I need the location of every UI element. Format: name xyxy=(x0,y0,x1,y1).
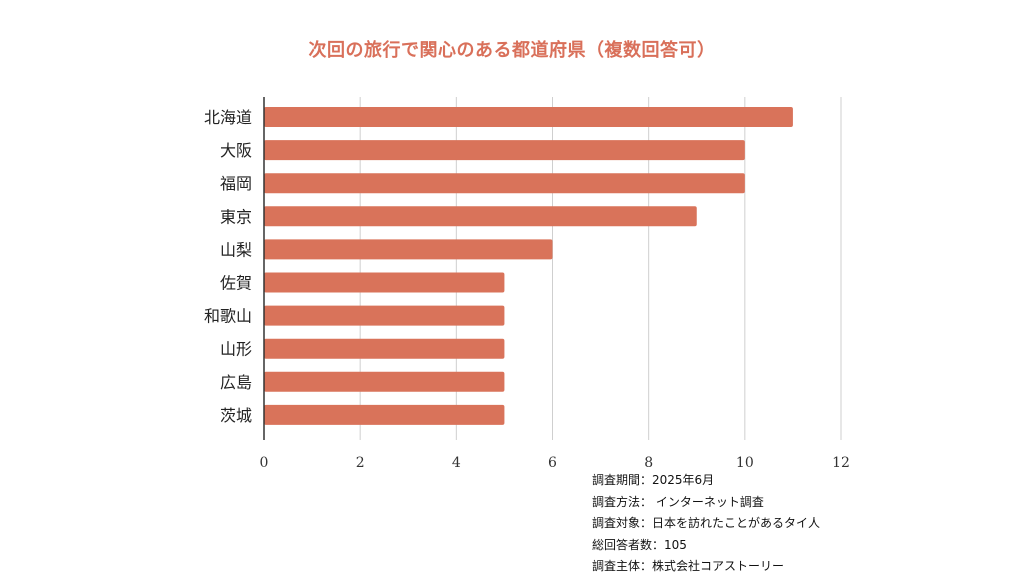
category-label-1: 北海道 xyxy=(204,108,252,127)
bar-4 xyxy=(264,206,697,227)
bar-6 xyxy=(264,272,505,293)
x-tick-label-4: 4 xyxy=(452,455,461,471)
category-label-4: 東京 xyxy=(220,207,252,226)
category-label-9: 広島 xyxy=(220,373,252,392)
x-tick-label-12: 12 xyxy=(832,455,850,471)
survey-notes: 調査期間：2025年6月 調査方法： インターネット調査 調査対象：日本を訪れた… xyxy=(592,470,820,578)
category-label-10: 茨城 xyxy=(220,406,252,425)
note-survey-entity: 調査主体：株式会社コアストーリー xyxy=(592,559,785,573)
note-survey-target: 調査対象：日本を訪れたことがあるタイ人 xyxy=(592,516,821,530)
bar-9 xyxy=(264,371,505,392)
category-label-8: 山形 xyxy=(220,340,252,359)
category-label-6: 佐賀 xyxy=(220,274,252,293)
bar-1 xyxy=(264,107,793,127)
chart-title: 次回の旅行で関心のある都道府県（複数回答可） xyxy=(308,40,716,61)
x-tick-label-10: 10 xyxy=(736,455,754,471)
x-tick-label-0: 0 xyxy=(260,455,269,471)
bar-3 xyxy=(264,173,745,194)
x-tick-label-8: 8 xyxy=(644,455,653,471)
bar-7 xyxy=(264,305,505,326)
bar-10 xyxy=(264,404,505,425)
bar-8 xyxy=(264,338,505,359)
note-survey-method: 調査方法： インターネット調査 xyxy=(592,494,764,509)
note-total-respondents: 総回答者数：105 xyxy=(592,537,687,552)
tick-label-layer: 0 2 4 6 8 10 12 xyxy=(260,455,850,471)
bar-2 xyxy=(264,140,745,161)
x-tick-label-6: 6 xyxy=(548,455,557,471)
x-tick-label-2: 2 xyxy=(356,455,365,471)
category-label-2: 大阪 xyxy=(220,141,252,160)
category-label-5: 山梨 xyxy=(220,240,252,259)
category-label-3: 福岡 xyxy=(220,174,252,193)
category-label-7: 和歌山 xyxy=(204,307,252,326)
bar-5 xyxy=(264,239,553,260)
note-survey-period: 調査期間：2025年6月 xyxy=(592,473,715,487)
bar-layer xyxy=(264,107,793,425)
